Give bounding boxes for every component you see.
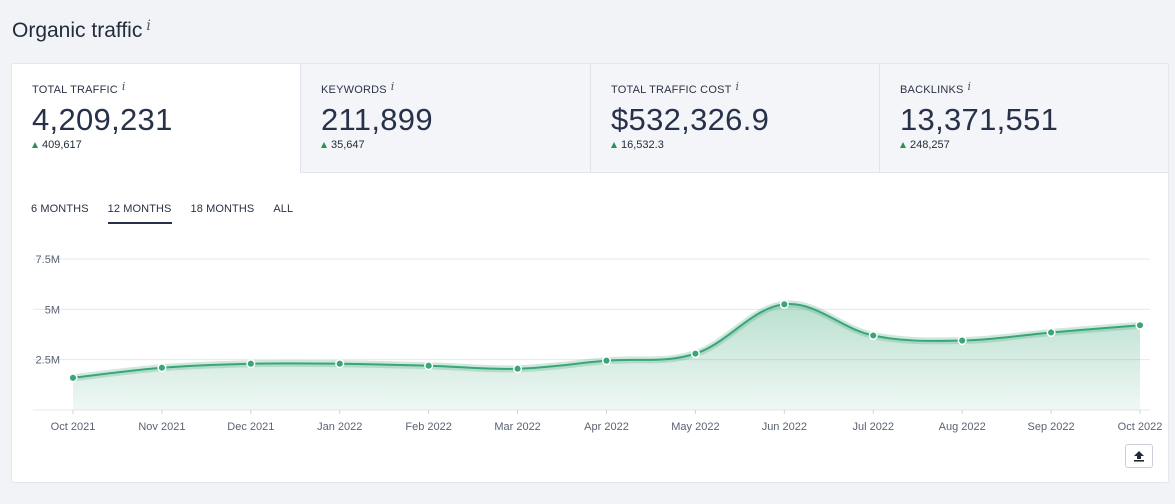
- data-point: [957, 335, 967, 346]
- triangle-up-icon: [611, 142, 617, 148]
- period-tabs: 6 MONTHS 12 MONTHS 18 MONTHS ALL: [31, 203, 312, 224]
- x-tick-label: Jul 2022: [852, 421, 894, 433]
- x-tick-label: Aug 2022: [939, 421, 986, 433]
- x-tick-label: May 2022: [671, 421, 719, 433]
- info-icon[interactable]: i: [121, 80, 126, 93]
- metric-value: $532,326.9: [611, 102, 770, 137]
- info-icon[interactable]: i: [967, 80, 972, 93]
- metric-value: 4,209,231: [32, 102, 173, 137]
- x-tick-label: Jan 2022: [317, 421, 362, 433]
- x-tick-label: Dec 2021: [227, 421, 274, 433]
- metric-delta-value: 16,532.3: [621, 139, 664, 151]
- metric-delta: 16,532.3: [611, 139, 879, 151]
- metric-value: 13,371,551: [900, 102, 1059, 137]
- x-tick-label: Oct 2022: [1118, 421, 1163, 433]
- x-tick-label: Jun 2022: [762, 421, 807, 433]
- export-button[interactable]: [1125, 444, 1153, 468]
- info-icon[interactable]: i: [390, 80, 395, 93]
- metric-backlinks[interactable]: BACKLINKS i 13,371,551 248,257: [880, 64, 1168, 173]
- info-icon[interactable]: i: [146, 18, 151, 34]
- data-point: [68, 373, 78, 383]
- metric-delta-value: 409,617: [42, 139, 82, 151]
- data-point: [601, 356, 612, 366]
- y-tick-label: 7.5M: [36, 254, 60, 266]
- data-point: [1046, 327, 1056, 338]
- organic-traffic-card: TOTAL TRAFFIC i 4,209,231 409,617 KEYWORD…: [11, 63, 1169, 483]
- info-icon[interactable]: i: [735, 80, 740, 93]
- tab-all[interactable]: ALL: [273, 203, 294, 215]
- data-point: [424, 361, 434, 371]
- x-tick-label: Mar 2022: [494, 421, 540, 433]
- x-tick-label: Oct 2021: [51, 421, 96, 433]
- metric-label: TOTAL TRAFFIC COST i: [611, 80, 879, 97]
- metric-keywords[interactable]: KEYWORDS i 211,899 35,647: [301, 64, 591, 173]
- metric-delta: 248,257: [900, 139, 1168, 151]
- page-title: Organic traffic i: [12, 18, 151, 43]
- metrics-bar: TOTAL TRAFFIC i 4,209,231 409,617 KEYWORD…: [12, 64, 1168, 173]
- metric-delta: 409,617: [32, 139, 300, 151]
- data-point: [690, 349, 700, 359]
- data-point: [246, 359, 256, 369]
- data-point: [1135, 320, 1145, 330]
- metric-delta-value: 35,647: [331, 139, 365, 151]
- metric-label: KEYWORDS i: [321, 80, 590, 97]
- metric-total-traffic-cost[interactable]: TOTAL TRAFFIC COST i $532,326.9 16,532.3: [591, 64, 880, 173]
- metric-delta: 35,647: [321, 139, 590, 151]
- metric-label-text: TOTAL TRAFFIC COST: [611, 84, 732, 96]
- tab-12-months[interactable]: 12 MONTHS: [107, 203, 172, 224]
- tab-18-months[interactable]: 18 MONTHS: [190, 203, 255, 215]
- metric-label: BACKLINKS i: [900, 80, 1168, 97]
- y-tick-label: 2.5M: [36, 355, 60, 367]
- traffic-chart: 2.5M 5M 7.5M Oct 2021 Nov 2021 Dec 2021 Jan 20…: [33, 254, 1163, 433]
- metric-total-traffic[interactable]: TOTAL TRAFFIC i 4,209,231 409,617: [12, 64, 301, 173]
- data-point: [779, 299, 789, 309]
- upload-icon: [1134, 451, 1144, 462]
- traffic-area: [73, 304, 1140, 410]
- metric-label: TOTAL TRAFFIC i: [32, 80, 300, 97]
- triangle-up-icon: [321, 142, 327, 148]
- x-tick-label: Sep 2022: [1028, 421, 1075, 433]
- data-point: [868, 330, 878, 341]
- metric-value: 211,899: [321, 102, 433, 137]
- x-tick-label: Nov 2021: [138, 421, 185, 433]
- page-title-text: Organic traffic: [12, 19, 143, 42]
- triangle-up-icon: [900, 142, 906, 148]
- y-tick-label: 5M: [45, 304, 60, 316]
- data-point: [335, 359, 345, 369]
- data-point: [157, 363, 167, 373]
- data-point: [513, 364, 523, 374]
- x-tick-label: Feb 2022: [405, 421, 451, 433]
- tab-6-months[interactable]: 6 MONTHS: [31, 203, 89, 215]
- x-tick-label: Apr 2022: [584, 421, 629, 433]
- triangle-up-icon: [32, 142, 38, 148]
- metric-delta-value: 248,257: [910, 139, 950, 151]
- metric-label-text: KEYWORDS: [321, 84, 387, 96]
- metric-label-text: TOTAL TRAFFIC: [32, 84, 118, 96]
- metric-label-text: BACKLINKS: [900, 84, 964, 96]
